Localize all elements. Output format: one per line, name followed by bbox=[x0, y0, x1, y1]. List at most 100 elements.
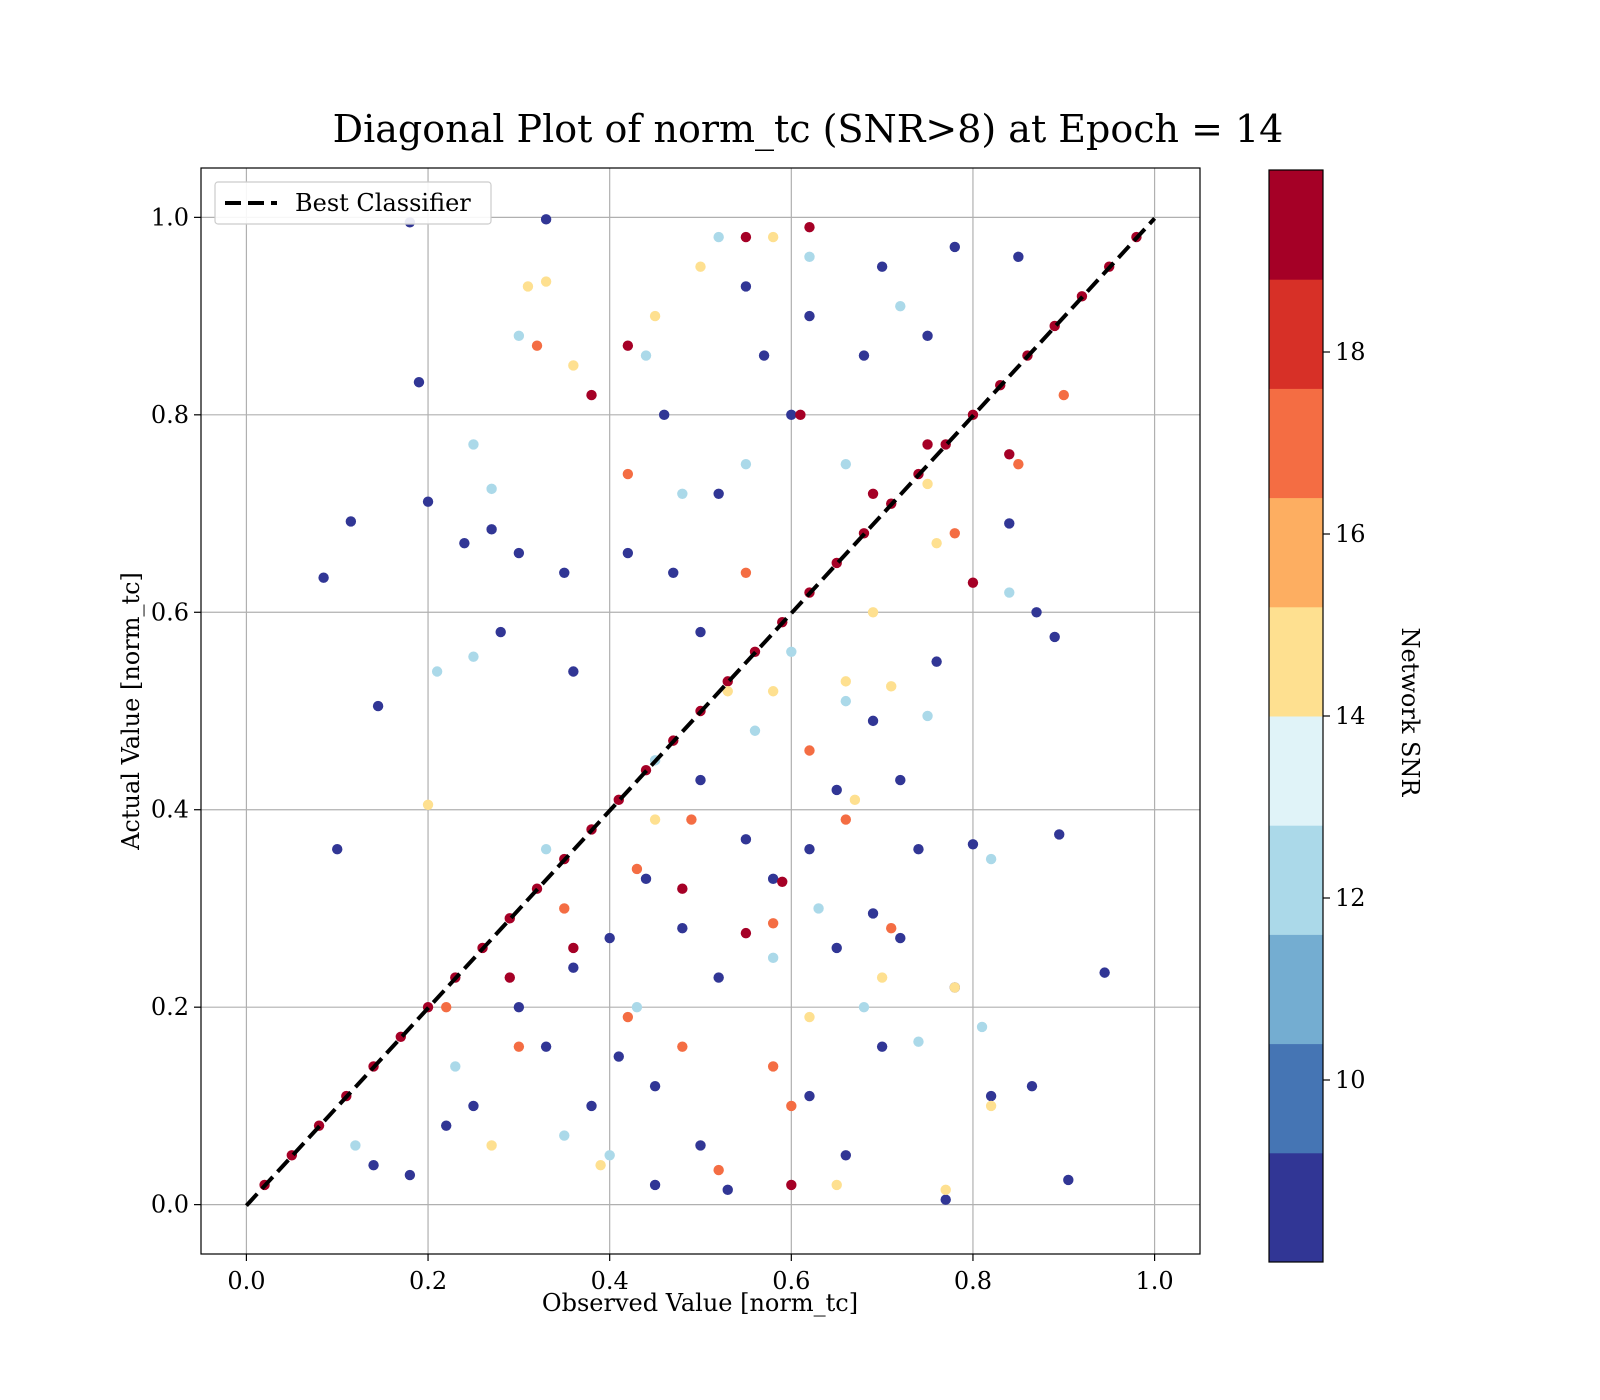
outlier-point bbox=[786, 409, 797, 421]
outlier-point bbox=[540, 276, 552, 287]
outlier-point bbox=[722, 1184, 733, 1196]
outlier-point bbox=[1099, 967, 1110, 978]
outlier-point bbox=[713, 488, 724, 499]
colorbar-tick-label: 16 bbox=[1335, 520, 1366, 548]
x-tick-label: 0.8 bbox=[954, 1267, 992, 1295]
x-tick-label: 1.0 bbox=[1136, 1267, 1174, 1295]
outlier-point bbox=[345, 516, 357, 527]
outlier-point bbox=[804, 844, 815, 855]
outlier-point bbox=[613, 1051, 624, 1062]
legend: Best Classifier bbox=[214, 181, 492, 225]
outlier-point bbox=[1054, 829, 1065, 840]
outlier-point bbox=[431, 666, 443, 677]
outlier-point bbox=[867, 908, 879, 919]
x-tick-label: 0.6 bbox=[772, 1267, 810, 1295]
outlier-point bbox=[985, 1090, 997, 1102]
x-axis-ticks: 0.0 0.2 0.4 0.6 0.8 1.0 bbox=[227, 1254, 1174, 1295]
outlier-point bbox=[695, 1140, 706, 1151]
outlier-point bbox=[513, 1001, 525, 1013]
outlier-point bbox=[795, 409, 806, 421]
outlier-point bbox=[622, 468, 634, 480]
outlier-point bbox=[1031, 607, 1042, 618]
outlier-point bbox=[413, 377, 425, 388]
colorbar-segment bbox=[1269, 497, 1323, 608]
outlier-point bbox=[649, 1080, 661, 1092]
colorbar-segment bbox=[1269, 934, 1323, 1045]
outlier-point bbox=[940, 1184, 951, 1196]
outlier-point bbox=[713, 1164, 724, 1176]
outlier-point bbox=[486, 1140, 497, 1151]
outlier-point bbox=[913, 844, 924, 855]
outlier-point bbox=[622, 547, 634, 559]
outlier-point bbox=[595, 1159, 606, 1171]
outlier-point bbox=[867, 607, 879, 618]
outlier-point bbox=[622, 1011, 634, 1023]
outlier-point bbox=[831, 784, 842, 796]
x-tick-label: 0.0 bbox=[227, 1267, 265, 1295]
outlier-point bbox=[368, 1159, 379, 1171]
outlier-point bbox=[622, 340, 634, 351]
outlier-point bbox=[749, 725, 761, 736]
colorbar-segment bbox=[1269, 1043, 1323, 1154]
colorbar-tick-label: 10 bbox=[1335, 1066, 1366, 1094]
colorbar-segment bbox=[1269, 279, 1323, 389]
outlier-point bbox=[568, 360, 579, 371]
outlier-point bbox=[858, 350, 870, 361]
outlier-point bbox=[713, 972, 724, 983]
outlier-point bbox=[640, 350, 652, 361]
outlier-point bbox=[513, 1041, 525, 1052]
outlier-point bbox=[886, 681, 897, 692]
outlier-point bbox=[318, 572, 329, 583]
colorbar-tick-label: 14 bbox=[1335, 702, 1366, 730]
outlier-point bbox=[677, 883, 688, 894]
outlier-point bbox=[895, 301, 906, 312]
outlier-point bbox=[631, 863, 643, 875]
outlier-point bbox=[450, 1061, 461, 1072]
colorbar-tick-label: 18 bbox=[1335, 338, 1366, 366]
outlier-point bbox=[895, 774, 906, 786]
outlier-point bbox=[540, 214, 552, 225]
outlier-point bbox=[468, 651, 479, 662]
outlier-point bbox=[985, 853, 997, 865]
plot-frame bbox=[200, 167, 1201, 1255]
outlier-point bbox=[468, 1100, 479, 1112]
outlier-point bbox=[604, 932, 615, 944]
outlier-point bbox=[504, 972, 515, 983]
outlier-point bbox=[895, 932, 906, 944]
outlier-point bbox=[677, 488, 688, 499]
outlier-point bbox=[804, 251, 815, 263]
outlier-point bbox=[586, 1100, 597, 1112]
outlier-point bbox=[876, 972, 888, 983]
outlier-point bbox=[441, 1120, 452, 1131]
outlier-point bbox=[767, 952, 779, 964]
outlier-point bbox=[867, 488, 879, 499]
outlier-point bbox=[568, 942, 579, 954]
outlier-point bbox=[858, 1001, 870, 1013]
y-axis-ticks: 0.0 0.2 0.4 0.6 0.8 1.0 bbox=[151, 203, 201, 1219]
outlier-point bbox=[922, 478, 933, 490]
outlier-point bbox=[813, 903, 824, 914]
outlier-point bbox=[767, 918, 779, 929]
outlier-point bbox=[686, 814, 697, 825]
outlier-point bbox=[1013, 458, 1024, 470]
colorbar-segment bbox=[1269, 170, 1323, 280]
outlier-point bbox=[1026, 1080, 1038, 1092]
outlier-point bbox=[568, 666, 579, 677]
outlier-point bbox=[849, 794, 861, 806]
outlier-point bbox=[967, 839, 979, 850]
outlier-point bbox=[949, 982, 960, 993]
outlier-point bbox=[559, 903, 570, 914]
outlier-point bbox=[740, 834, 752, 845]
outlier-point bbox=[1004, 449, 1015, 460]
outlier-point bbox=[931, 656, 942, 667]
outlier-point bbox=[649, 310, 661, 322]
colorbar-segment bbox=[1269, 1152, 1323, 1263]
outlier-point bbox=[513, 547, 525, 559]
outlier-point bbox=[649, 1179, 661, 1191]
y-tick-label: 0.8 bbox=[151, 401, 189, 429]
outlier-point bbox=[840, 458, 852, 470]
outlier-point bbox=[677, 1041, 688, 1052]
outlier-point bbox=[1004, 587, 1015, 598]
x-tick-label: 0.4 bbox=[591, 1267, 629, 1295]
outlier-point bbox=[922, 330, 933, 342]
